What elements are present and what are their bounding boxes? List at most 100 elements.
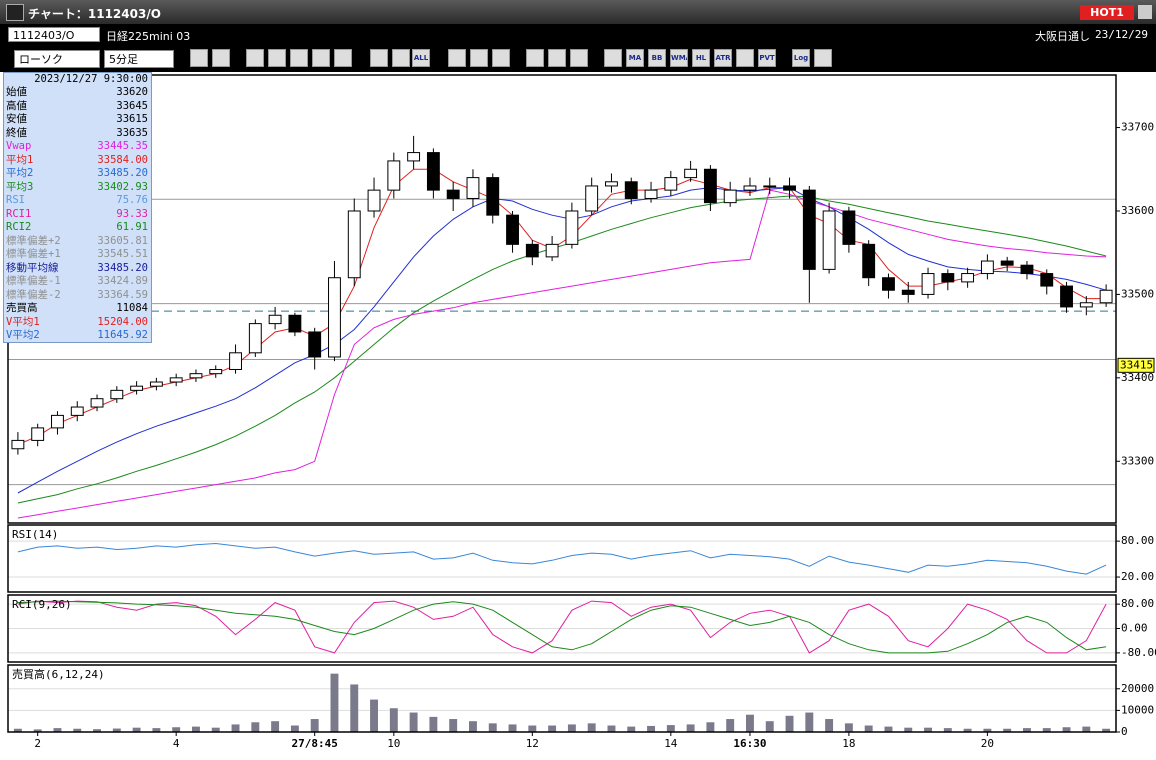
candle-body <box>743 185 757 191</box>
tool-button[interactable] <box>736 49 754 67</box>
volume-bar <box>746 714 754 732</box>
panel-title: RCI(9,26) <box>12 598 72 611</box>
volume-bar <box>488 723 497 732</box>
info-row: V平均1 15204.00 <box>4 316 151 330</box>
candle-body <box>209 368 223 375</box>
candle-body <box>862 243 876 279</box>
y-tick-label: 20.00 <box>1121 570 1154 583</box>
volume-bar <box>726 719 735 732</box>
volume-bar <box>112 728 121 732</box>
volume-bar <box>231 724 240 732</box>
tool-button[interactable]: BB <box>648 49 666 67</box>
candle-body <box>783 185 796 191</box>
series-line <box>17 189 1107 519</box>
candle-body <box>723 189 737 204</box>
tool-button[interactable]: MA <box>626 49 644 67</box>
info-label: Vwap <box>6 140 32 152</box>
volume-bar <box>172 727 181 732</box>
info-row: 平均3 33402.93 <box>4 181 151 195</box>
info-row: 高値 33645 <box>4 100 151 114</box>
volume-bar <box>567 724 576 732</box>
tool-button[interactable]: PVT <box>758 49 776 67</box>
tool-button[interactable] <box>334 49 352 67</box>
candle-body <box>229 352 242 370</box>
volume-bar <box>310 719 319 732</box>
info-label: 平均2 <box>6 167 34 179</box>
x-tick-label: 14 <box>664 737 678 750</box>
candle-body <box>624 181 638 199</box>
tool-button[interactable] <box>370 49 388 67</box>
tool-button[interactable]: Log <box>792 49 810 67</box>
tool-button[interactable] <box>392 49 410 67</box>
tool-button[interactable]: HL <box>692 49 710 67</box>
x-tick-label: 2 <box>34 737 41 750</box>
volume-bar <box>192 726 200 732</box>
info-label: 標準偏差+2 <box>6 234 61 247</box>
candle-body <box>31 427 45 441</box>
tool-button[interactable] <box>290 49 308 67</box>
candle-body <box>288 314 302 333</box>
chart-kind-select[interactable]: ローソク <box>14 50 100 68</box>
candle-body <box>446 189 460 199</box>
tool-button[interactable]: ALL <box>412 49 430 67</box>
tool-button[interactable] <box>312 49 330 67</box>
volume-bar <box>1082 726 1091 732</box>
info-value: 11645.92 <box>97 329 148 341</box>
info-row: Vwap 33445.35 <box>4 140 151 154</box>
volume-bar <box>825 719 834 732</box>
y-tick-label: 33300 <box>1121 454 1154 467</box>
info-label: 標準偏差-2 <box>6 288 61 301</box>
tool-button[interactable] <box>448 49 466 67</box>
tool-button[interactable] <box>470 49 488 67</box>
interval-select[interactable]: 5分足 <box>104 50 174 68</box>
volume-bar <box>350 684 359 732</box>
volume-bar <box>429 716 438 732</box>
candle-body <box>426 152 440 191</box>
y-tick-label: 33400 <box>1121 371 1154 384</box>
info-label: 始値 <box>6 86 27 98</box>
info-value: 33584.00 <box>97 153 148 166</box>
code-input[interactable]: 1112403/O <box>8 27 100 42</box>
info-value: 61.91 <box>116 221 148 233</box>
tool-button[interactable]: ATR <box>714 49 732 67</box>
volume-bar <box>983 728 992 732</box>
tool-button[interactable] <box>526 49 544 67</box>
candle-body <box>802 189 816 270</box>
info-label: V平均2 <box>6 329 40 341</box>
info-value: 33635 <box>116 126 148 139</box>
info-label: 標準偏差-1 <box>6 275 61 287</box>
info-label: 終値 <box>6 126 27 139</box>
y-tick-label: 33600 <box>1121 204 1154 217</box>
tool-button[interactable] <box>190 49 208 67</box>
tool-button[interactable]: WMA <box>670 49 688 67</box>
tool-button[interactable] <box>492 49 510 67</box>
tool-button[interactable] <box>212 49 230 67</box>
tool-button[interactable] <box>814 49 832 67</box>
y-tick-label: -80.00 <box>1121 646 1156 659</box>
info-row: 標準偏差+1 33545.51 <box>4 248 151 262</box>
volume-bar <box>607 725 616 732</box>
volume-bar <box>1003 728 1012 732</box>
toolbar: ローソク 5分足 ALL MABBWMAHLATR PVT Log <box>0 46 1156 72</box>
tool-button[interactable] <box>604 49 622 67</box>
close-button[interactable] <box>1138 5 1152 19</box>
info-time: 2023/12/27 9:30:00 <box>34 73 148 85</box>
tool-button[interactable] <box>246 49 264 67</box>
hot-button[interactable]: HOT1 <box>1080 5 1134 20</box>
candle-body <box>367 189 381 212</box>
tool-button[interactable] <box>570 49 588 67</box>
session-name: 大阪日通し <box>1035 30 1090 43</box>
candle-body <box>585 185 599 212</box>
tool-button[interactable] <box>548 49 566 67</box>
info-label: 移動平均線 <box>6 261 59 274</box>
info-row: 標準偏差-2 33364.59 <box>4 289 151 303</box>
candle-body <box>664 177 678 191</box>
info-row: RCI1 93.33 <box>4 208 151 222</box>
candle-body <box>130 385 144 391</box>
tool-button[interactable] <box>268 49 286 67</box>
candle-body <box>169 377 183 383</box>
x-tick-label: 10 <box>387 737 400 750</box>
series-line <box>17 187 1107 494</box>
volume-bar <box>1023 728 1031 732</box>
